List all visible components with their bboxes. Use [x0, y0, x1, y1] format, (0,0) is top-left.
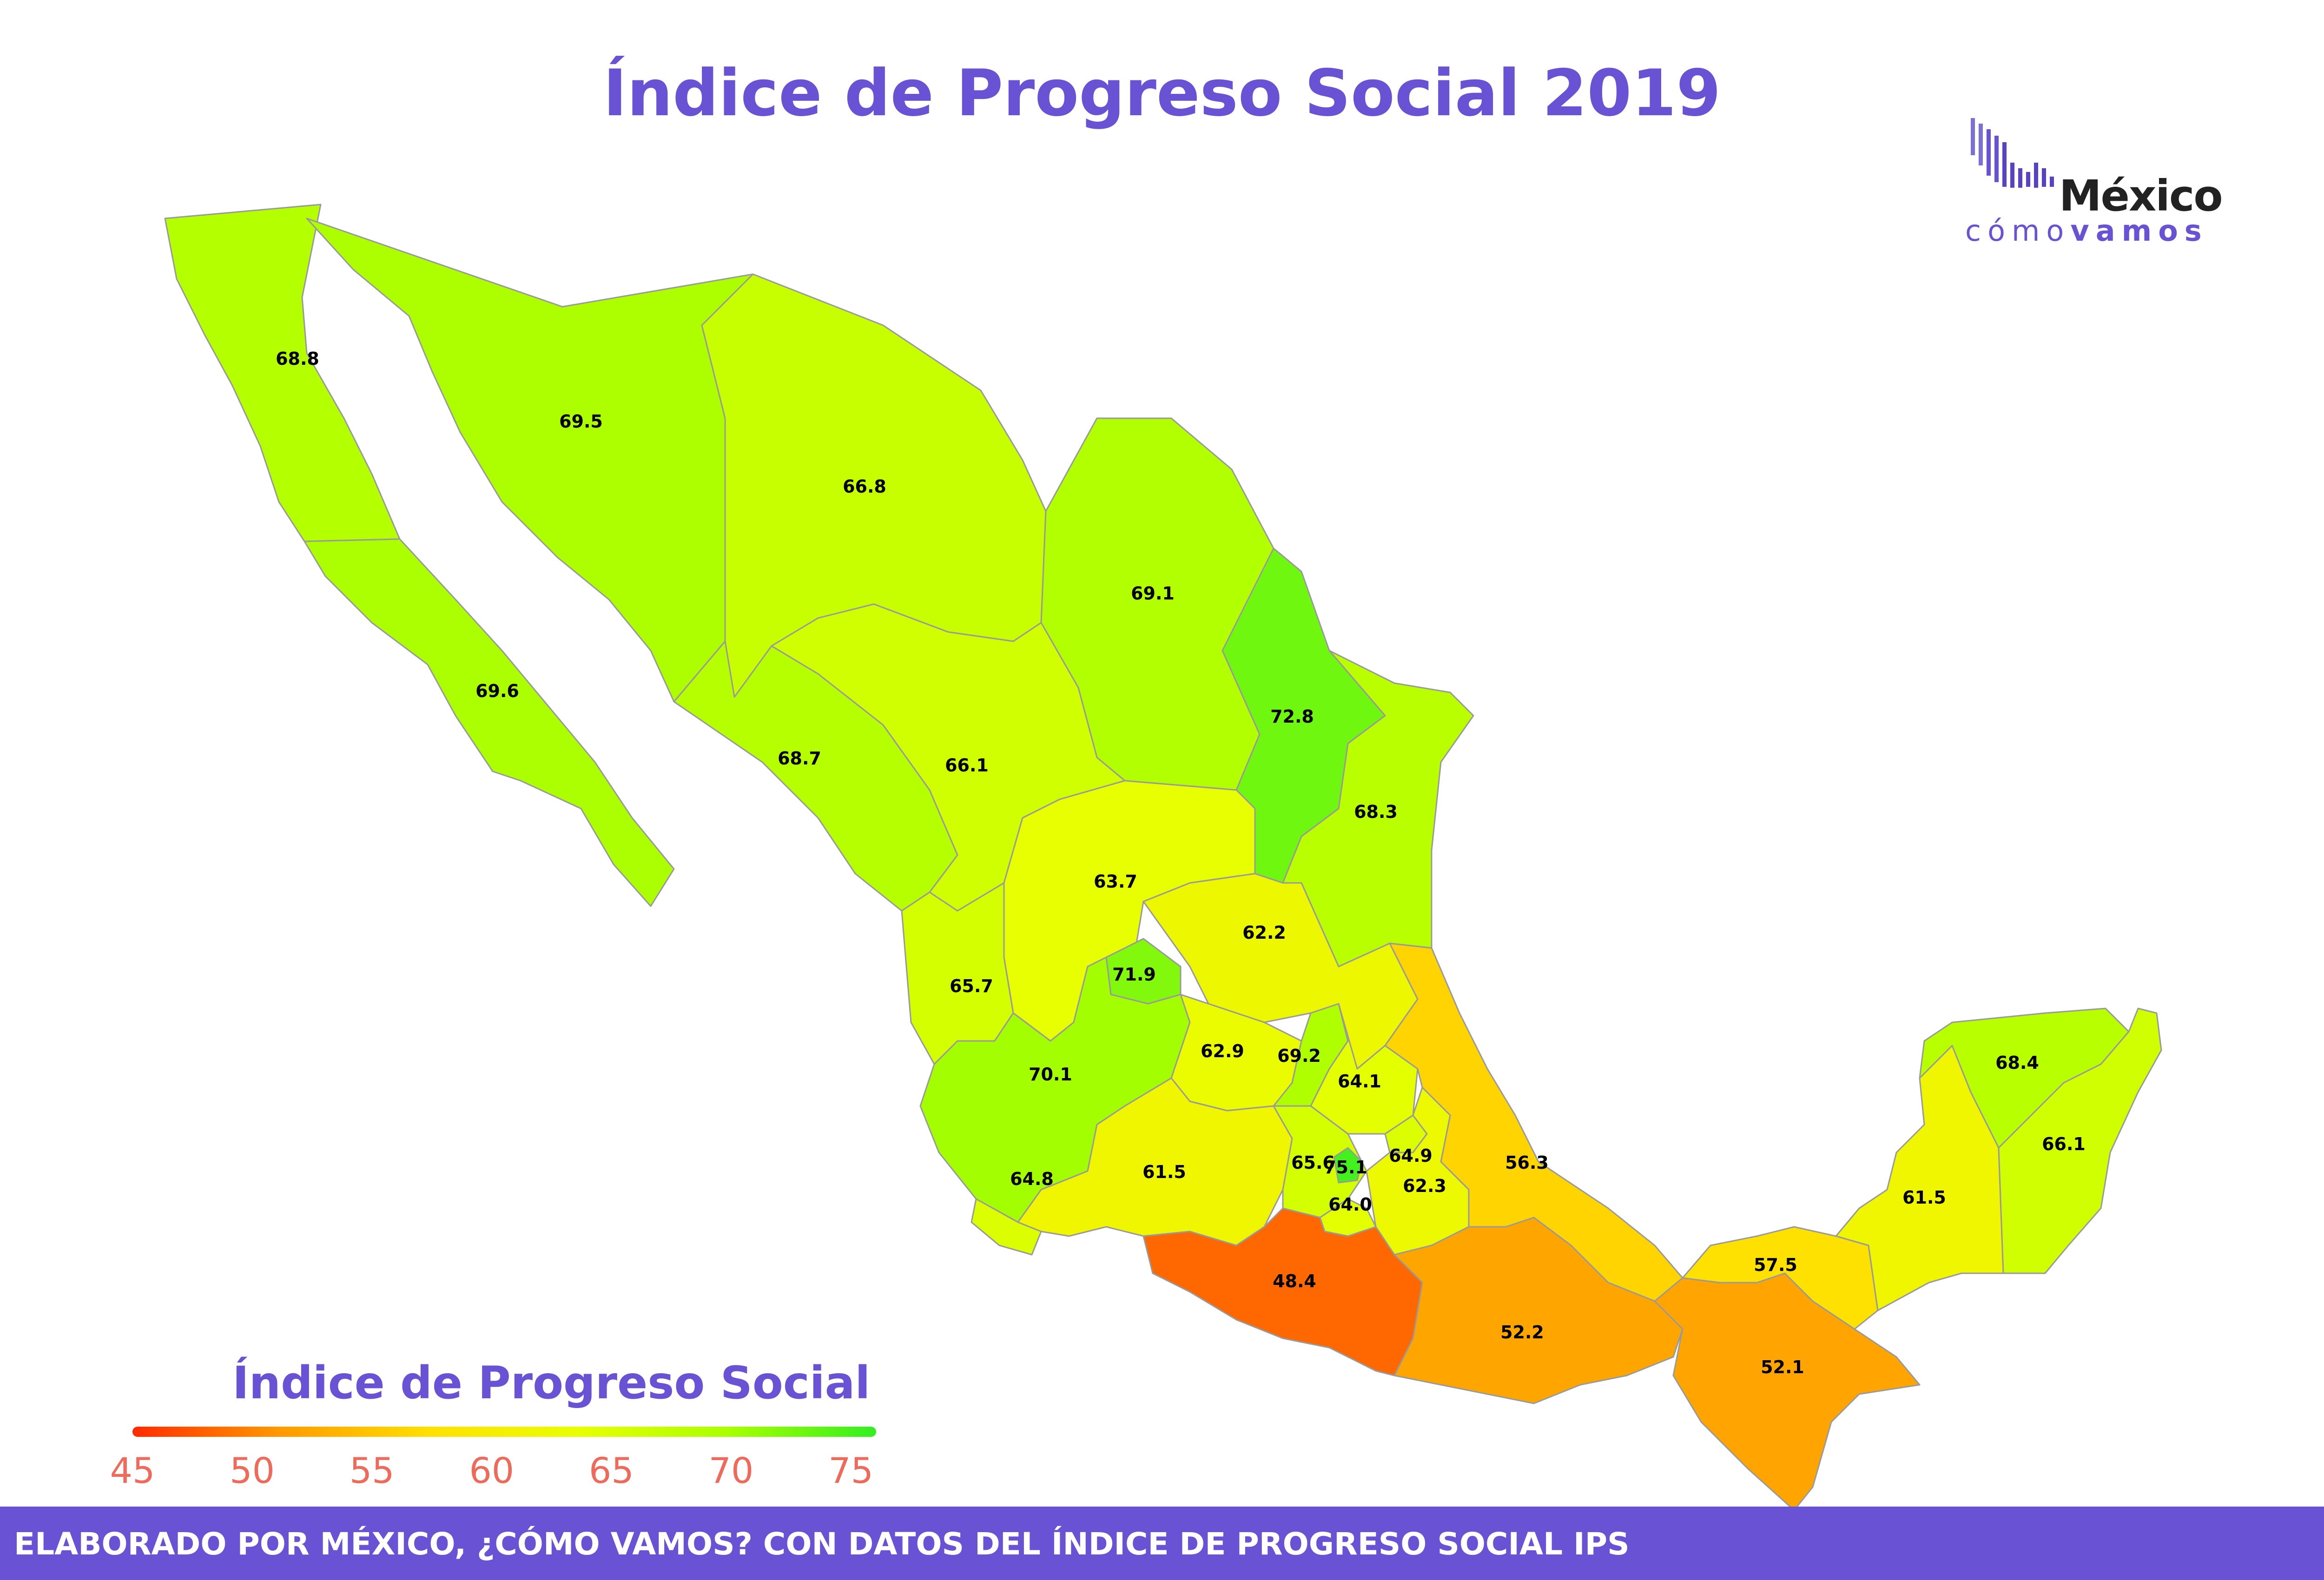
label-baja-california: 68.8	[276, 349, 319, 369]
state-sonora	[306, 217, 754, 703]
logo-word-como: cómo	[1965, 214, 2071, 248]
state-cdmx	[1333, 1147, 1363, 1184]
label-sonora: 69.5	[559, 411, 603, 432]
label-coahuila: 69.1	[1131, 583, 1175, 604]
state-quintana-roo	[1998, 1007, 2162, 1274]
label-mexico: 65.6	[1291, 1152, 1335, 1173]
label-guanajuato: 62.9	[1201, 1041, 1244, 1061]
label-puebla: 62.3	[1403, 1176, 1446, 1196]
label-cdmx: 75.1	[1324, 1157, 1367, 1178]
label-tlaxcala: 64.9	[1389, 1146, 1433, 1166]
legend-tick: 50	[230, 1450, 275, 1491]
legend-tick: 45	[110, 1450, 155, 1491]
label-sinaloa: 68.7	[778, 748, 821, 769]
label-san-luis-potosi: 62.2	[1242, 922, 1286, 943]
label-guerrero: 48.4	[1273, 1271, 1316, 1291]
label-aguascalientes: 71.9	[1112, 964, 1156, 985]
label-queretaro: 69.2	[1277, 1046, 1321, 1066]
legend-color-scale	[132, 1427, 876, 1437]
label-yucatan: 68.4	[1995, 1053, 2039, 1073]
label-tabasco: 57.5	[1754, 1255, 1797, 1275]
label-chihuahua: 66.8	[843, 476, 886, 497]
logo-word-comovamos: cómovamos	[1965, 214, 2208, 248]
label-colima: 64.8	[1010, 1169, 1054, 1189]
legend-tick: 60	[469, 1450, 515, 1491]
legend-tick: 70	[708, 1450, 754, 1491]
label-chiapas: 52.1	[1761, 1357, 1804, 1377]
state-baja-california-sur	[304, 538, 675, 907]
state-guerrero	[1142, 1207, 1423, 1376]
page-title: Índice de Progreso Social 2019	[603, 56, 1721, 131]
legend-tick: 55	[349, 1450, 395, 1491]
label-hidalgo: 64.1	[1338, 1071, 1381, 1092]
label-jalisco: 70.1	[1029, 1064, 1072, 1085]
label-michoacan: 61.5	[1142, 1162, 1186, 1182]
legend-tick: 75	[828, 1450, 873, 1491]
label-oaxaca: 52.2	[1500, 1322, 1544, 1343]
label-morelos: 64.0	[1328, 1194, 1372, 1215]
logo-word-mexico: México	[2059, 171, 2223, 221]
label-baja-california-sur: 69.6	[475, 681, 519, 701]
label-durango: 66.1	[945, 755, 989, 776]
label-campeche: 61.5	[1902, 1187, 1946, 1208]
footer-source-text: ELABORADO POR MÉXICO, ¿CÓMO VAMOS? CON D…	[14, 1526, 1630, 1562]
state-oaxaca	[1393, 1217, 1684, 1404]
footer-bar: ELABORADO POR MÉXICO, ¿CÓMO VAMOS? CON D…	[0, 1507, 2324, 1580]
mexico-como-vamos-logo: México cómovamos	[1961, 116, 2223, 256]
bar-chart-logo-icon	[1971, 118, 2054, 188]
label-nuevo-leon: 72.8	[1270, 706, 1314, 727]
legend-title: Índice de Progreso Social	[232, 1357, 871, 1409]
label-quintana-roo: 66.1	[2042, 1134, 2086, 1154]
logo-word-vamos: vamos	[2070, 214, 2208, 248]
label-tamaulipas: 68.3	[1354, 802, 1398, 822]
label-veracruz: 56.3	[1505, 1152, 1549, 1173]
label-nayarit: 65.7	[950, 976, 993, 996]
legend-ticks: 45 50 55 60 65 70 75	[110, 1450, 876, 1501]
label-zacatecas: 63.7	[1094, 871, 1137, 892]
legend-tick: 65	[589, 1450, 634, 1491]
